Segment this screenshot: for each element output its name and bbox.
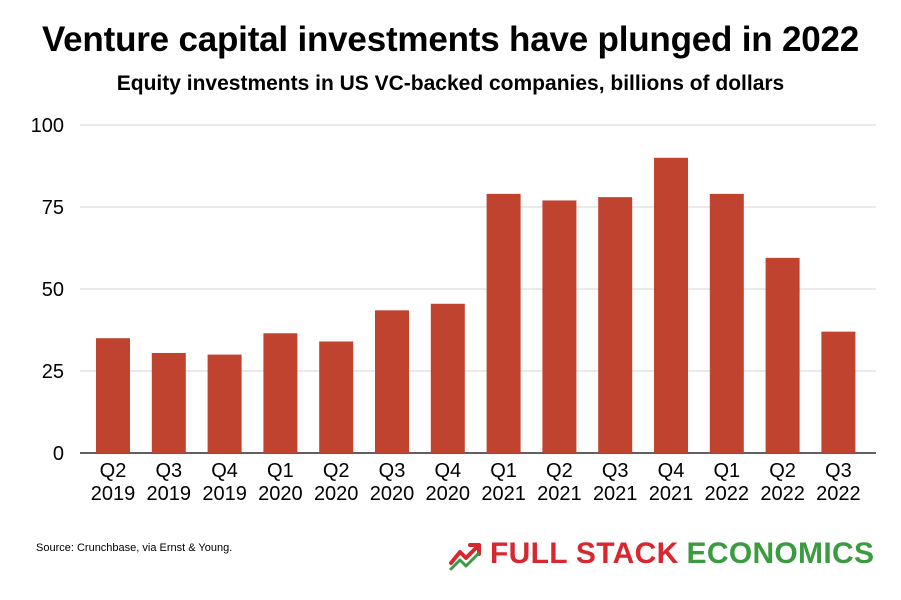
x-tick-label-year: 2019 <box>91 483 136 505</box>
x-tick-label-year: 2021 <box>593 483 638 505</box>
bar <box>821 331 856 453</box>
x-tick-label-quarter: Q1 <box>490 460 517 482</box>
bar <box>598 197 633 453</box>
y-tick-label: 50 <box>42 279 64 301</box>
x-tick-label-quarter: Q2 <box>323 460 350 482</box>
x-tick-label-quarter: Q3 <box>155 460 182 482</box>
x-tick-label-year: 2019 <box>202 483 247 505</box>
x-tick-label-quarter: Q2 <box>546 460 573 482</box>
bar <box>486 193 521 453</box>
brand-logo: FULL STACK ECONOMICS <box>448 536 874 572</box>
x-tick-label-quarter: Q3 <box>602 460 629 482</box>
bar <box>542 200 577 453</box>
y-tick-label: 0 <box>53 443 64 465</box>
bar <box>430 303 465 453</box>
x-tick-label-year: 2021 <box>481 483 526 505</box>
brand-word-economics: ECONOMICS <box>686 537 875 570</box>
y-axis-ticks: 0 25 50 75 100 <box>31 115 64 465</box>
x-tick-label-quarter: Q2 <box>769 460 796 482</box>
x-tick-label-quarter: Q4 <box>211 460 238 482</box>
bar <box>151 352 186 453</box>
x-tick-label-quarter: Q4 <box>434 460 461 482</box>
x-tick-label-quarter: Q3 <box>379 460 406 482</box>
x-tick-label-year: 2022 <box>760 483 805 505</box>
bar <box>765 257 800 453</box>
x-tick-label-quarter: Q2 <box>100 460 127 482</box>
x-tick-label-year: 2019 <box>147 483 192 505</box>
y-tick-label: 100 <box>31 115 64 137</box>
bar <box>709 193 744 453</box>
x-tick-label-quarter: Q3 <box>825 460 852 482</box>
x-tick-label-year: 2021 <box>649 483 694 505</box>
chart-title: Venture capital investments have plunged… <box>41 20 860 59</box>
x-tick-label-year: 2022 <box>705 483 750 505</box>
brand-wordmark: FULL STACK ECONOMICS <box>490 537 874 571</box>
x-tick-label-year: 2020 <box>258 483 303 505</box>
bar <box>375 310 409 453</box>
x-tick-label-quarter: Q1 <box>267 460 294 482</box>
brand-word-full-stack: FULL STACK <box>490 537 679 570</box>
bar <box>319 341 354 453</box>
y-tick-label: 75 <box>42 197 64 219</box>
x-axis-ticks: Q22019Q32019Q42019Q12020Q22020Q32020Q420… <box>91 460 861 505</box>
bars <box>96 157 856 454</box>
x-tick-label-year: 2022 <box>816 483 861 505</box>
gridlines <box>80 124 876 454</box>
bar <box>654 157 688 454</box>
bar <box>263 333 298 453</box>
y-tick-label: 25 <box>42 361 64 383</box>
x-tick-label-year: 2020 <box>314 483 359 505</box>
source-note: Source: Crunchbase, via Ernst & Young. <box>36 542 233 554</box>
trending-up-icon <box>449 543 481 571</box>
x-tick-label-year: 2021 <box>537 483 582 505</box>
x-tick-label-quarter: Q1 <box>713 460 740 482</box>
x-tick-label-year: 2020 <box>370 483 415 505</box>
x-tick-label-quarter: Q4 <box>658 460 685 482</box>
chart-subtitle: Equity investments in US VC-backed compa… <box>116 72 785 95</box>
bar <box>207 354 242 453</box>
bar <box>96 338 130 453</box>
x-tick-label-year: 2020 <box>426 483 471 505</box>
